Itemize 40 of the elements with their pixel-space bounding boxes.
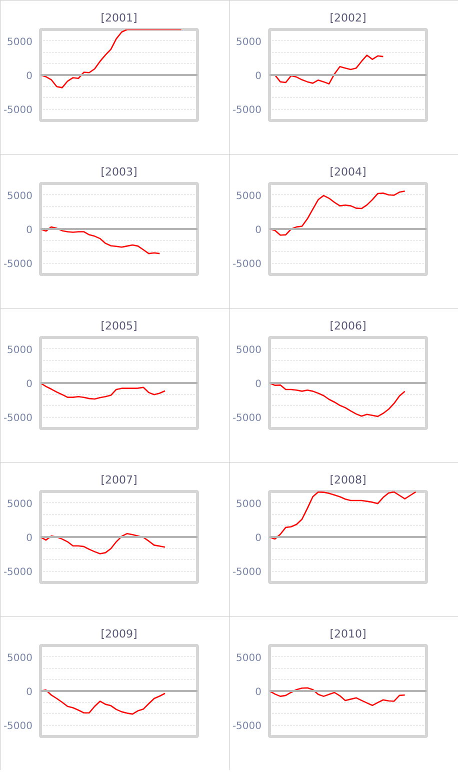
y-tick-label: 5000 bbox=[236, 652, 262, 664]
y-tick-label: 0 bbox=[255, 379, 262, 390]
y-tick-label: 5000 bbox=[7, 498, 33, 510]
y-tick-label: 0 bbox=[26, 225, 33, 236]
y-tick-label: 5000 bbox=[236, 190, 262, 202]
y-tick-label: 0 bbox=[255, 687, 262, 698]
chart-title: [2009] bbox=[100, 628, 138, 640]
y-tick-label: -5000 bbox=[3, 105, 33, 116]
y-tick-label: 0 bbox=[255, 533, 262, 544]
y-tick-label: -5000 bbox=[3, 567, 33, 578]
y-tick-label: 0 bbox=[255, 225, 262, 236]
y-tick-label: -5000 bbox=[3, 721, 33, 732]
y-tick-label: 0 bbox=[26, 71, 33, 82]
y-tick-label: 5000 bbox=[236, 498, 262, 510]
y-tick-label: -5000 bbox=[232, 721, 262, 732]
y-tick-label: -5000 bbox=[3, 259, 33, 270]
y-tick-label: -5000 bbox=[232, 413, 262, 424]
y-tick-label: 5000 bbox=[7, 190, 33, 202]
y-tick-label: 0 bbox=[26, 533, 33, 544]
chart-title: [2006] bbox=[330, 320, 366, 332]
chart-title: [2002] bbox=[330, 12, 366, 24]
chart-title: [2001] bbox=[100, 12, 138, 24]
y-tick-label: -5000 bbox=[232, 567, 262, 578]
y-tick-label: 0 bbox=[255, 71, 262, 82]
y-tick-label: -5000 bbox=[232, 259, 262, 270]
y-tick-label: 5000 bbox=[7, 36, 33, 48]
chart-title: [2004] bbox=[330, 166, 366, 178]
y-tick-label: 0 bbox=[26, 379, 33, 390]
y-tick-label: 5000 bbox=[236, 36, 262, 48]
chart-title: [2010] bbox=[330, 628, 366, 640]
chart-title: [2008] bbox=[330, 474, 366, 486]
y-tick-label: 5000 bbox=[236, 344, 262, 356]
y-tick-label: 5000 bbox=[7, 652, 33, 664]
y-tick-label: 0 bbox=[26, 687, 33, 698]
chart-title: [2005] bbox=[100, 320, 138, 332]
y-tick-label: -5000 bbox=[3, 413, 33, 424]
chart-title: [2007] bbox=[100, 474, 138, 486]
y-tick-label: -5000 bbox=[232, 105, 262, 116]
chart-title: [2003] bbox=[100, 166, 138, 178]
y-tick-label: 5000 bbox=[7, 344, 33, 356]
